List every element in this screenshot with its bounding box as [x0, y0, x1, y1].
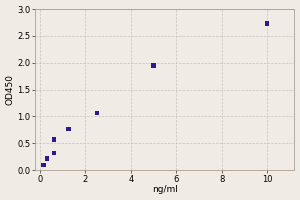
Point	[94, 111, 99, 114]
X-axis label: ng/ml: ng/ml	[152, 185, 178, 194]
Point	[265, 22, 270, 25]
Y-axis label: OD450: OD450	[6, 74, 15, 105]
Point	[52, 138, 57, 141]
Point	[45, 157, 50, 160]
Point	[41, 163, 46, 166]
Point	[52, 151, 57, 155]
Point	[66, 127, 71, 130]
Point	[151, 64, 156, 67]
